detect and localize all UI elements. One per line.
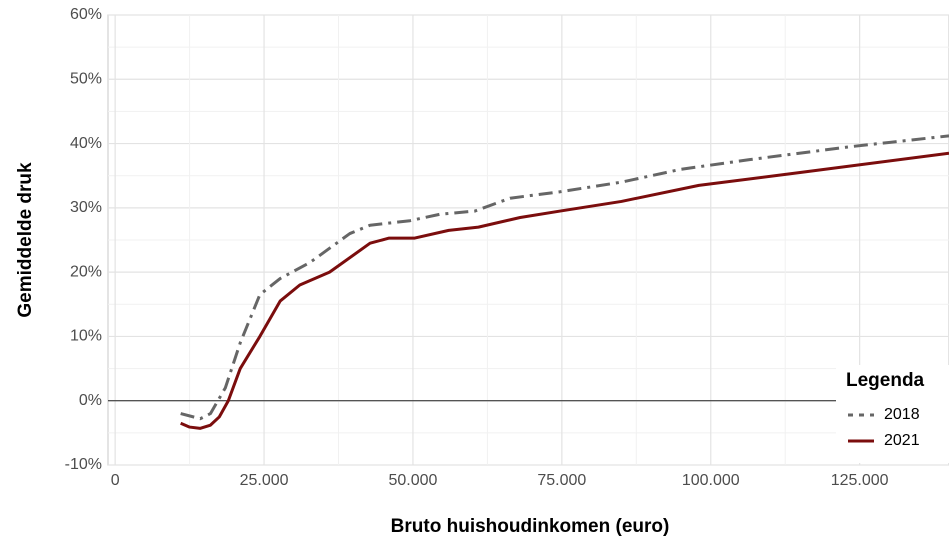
legend-title: Legenda <box>846 370 925 391</box>
y-tick-label: 20% <box>70 263 102 280</box>
y-tick-label: 40% <box>70 135 102 152</box>
y-tick-label: 30% <box>70 199 102 216</box>
x-tick-label: 50.000 <box>388 472 437 489</box>
x-axis-title: Bruto huishoudinkomen (euro) <box>391 516 670 537</box>
line-series <box>180 151 949 430</box>
legend-label: 2018 <box>884 406 920 423</box>
legend-box <box>836 365 949 463</box>
x-tick-label: 125.000 <box>831 472 889 489</box>
line-series <box>180 134 949 421</box>
y-tick-label: -10% <box>65 456 102 473</box>
y-axis-title: Gemiddelde druk <box>15 162 36 318</box>
legend-label: 2021 <box>884 432 920 449</box>
x-tick-label: 0 <box>111 472 120 489</box>
y-tick-label: 0% <box>79 392 102 409</box>
y-tick-label: 60% <box>70 6 102 23</box>
x-tick-label: 100.000 <box>682 472 740 489</box>
x-tick-label: 25.000 <box>240 472 289 489</box>
y-tick-label: 50% <box>70 71 102 88</box>
y-tick-label: 10% <box>70 328 102 345</box>
x-tick-label: 75.000 <box>537 472 586 489</box>
